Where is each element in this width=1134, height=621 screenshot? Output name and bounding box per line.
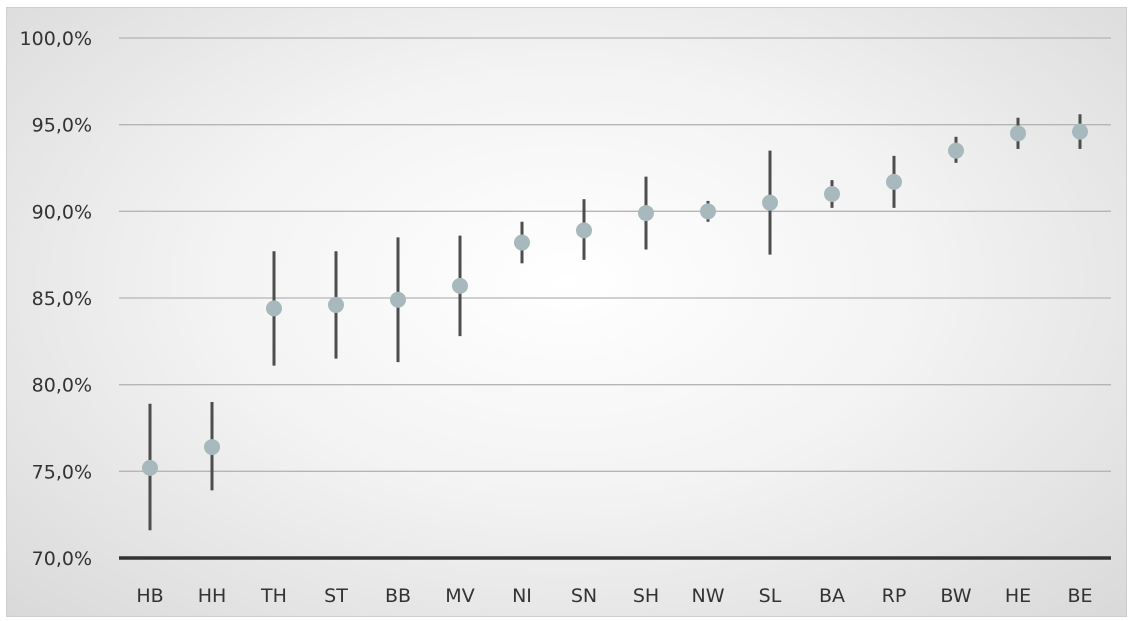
x-tick-label: BA xyxy=(819,585,845,607)
y-tick-label: 90,0% xyxy=(32,201,92,223)
x-tick-label: SH xyxy=(633,585,659,607)
x-tick-label: HH xyxy=(198,585,227,607)
x-tick-label: SL xyxy=(759,585,782,607)
gridlines xyxy=(119,37,1111,472)
x-tick-label: BE xyxy=(1067,585,1092,607)
y-axis-tick-labels: 70,0% 75,0% 80,0% 85,0% 90,0% 95,0% 100,0% xyxy=(20,28,92,570)
data-point xyxy=(452,277,468,294)
chart-svg: 70,0%75,0%80,0%85,0%90,0%95,0%100,0% HB H… xyxy=(20,28,1111,607)
data-point xyxy=(700,203,716,220)
data-point xyxy=(204,439,220,456)
data-point xyxy=(638,205,654,222)
y-tick-label: 70,0% xyxy=(32,548,92,570)
error-bars xyxy=(148,114,1082,531)
x-tick-label: BW xyxy=(940,585,971,607)
data-point xyxy=(514,234,530,251)
y-tick-label: 80,0% xyxy=(32,375,92,397)
data-point xyxy=(328,296,344,313)
data-point xyxy=(266,300,282,317)
y-tick-label: 100,0% xyxy=(20,28,92,50)
data-point xyxy=(886,173,902,190)
y-tick-label: 75,0% xyxy=(32,461,92,483)
data-point xyxy=(948,142,964,159)
x-tick-label: TH xyxy=(260,585,287,607)
data-point xyxy=(1010,125,1026,142)
data-points xyxy=(142,123,1088,476)
x-tick-label: SN xyxy=(571,585,597,607)
x-axis-tick-labels: HB HH TH ST BB MV NI SN SH NW SL BA RP BW HE BE xyxy=(136,585,1092,607)
chart-area: 70,0% 75,0% 80,0% 85,0% 90,0% 95,0% 100,0% HB H… xyxy=(6,7,1127,617)
x-tick-label: RP xyxy=(882,585,907,607)
x-tick-label: NI xyxy=(512,585,532,607)
data-point xyxy=(576,222,592,239)
data-point xyxy=(142,459,158,476)
data-point xyxy=(1072,123,1088,140)
x-tick-label: HB xyxy=(136,585,163,607)
x-tick-label: BB xyxy=(385,585,411,607)
data-point xyxy=(762,194,778,211)
data-point xyxy=(390,291,406,308)
data-point xyxy=(824,186,840,202)
y-tick-label: 85,0% xyxy=(32,288,92,310)
y-tick-label: 95,0% xyxy=(32,115,92,137)
x-tick-label: NW xyxy=(692,585,725,607)
x-tick-label: HE xyxy=(1005,585,1031,607)
x-tick-label: ST xyxy=(324,585,348,607)
x-tick-label: MV xyxy=(445,585,474,607)
